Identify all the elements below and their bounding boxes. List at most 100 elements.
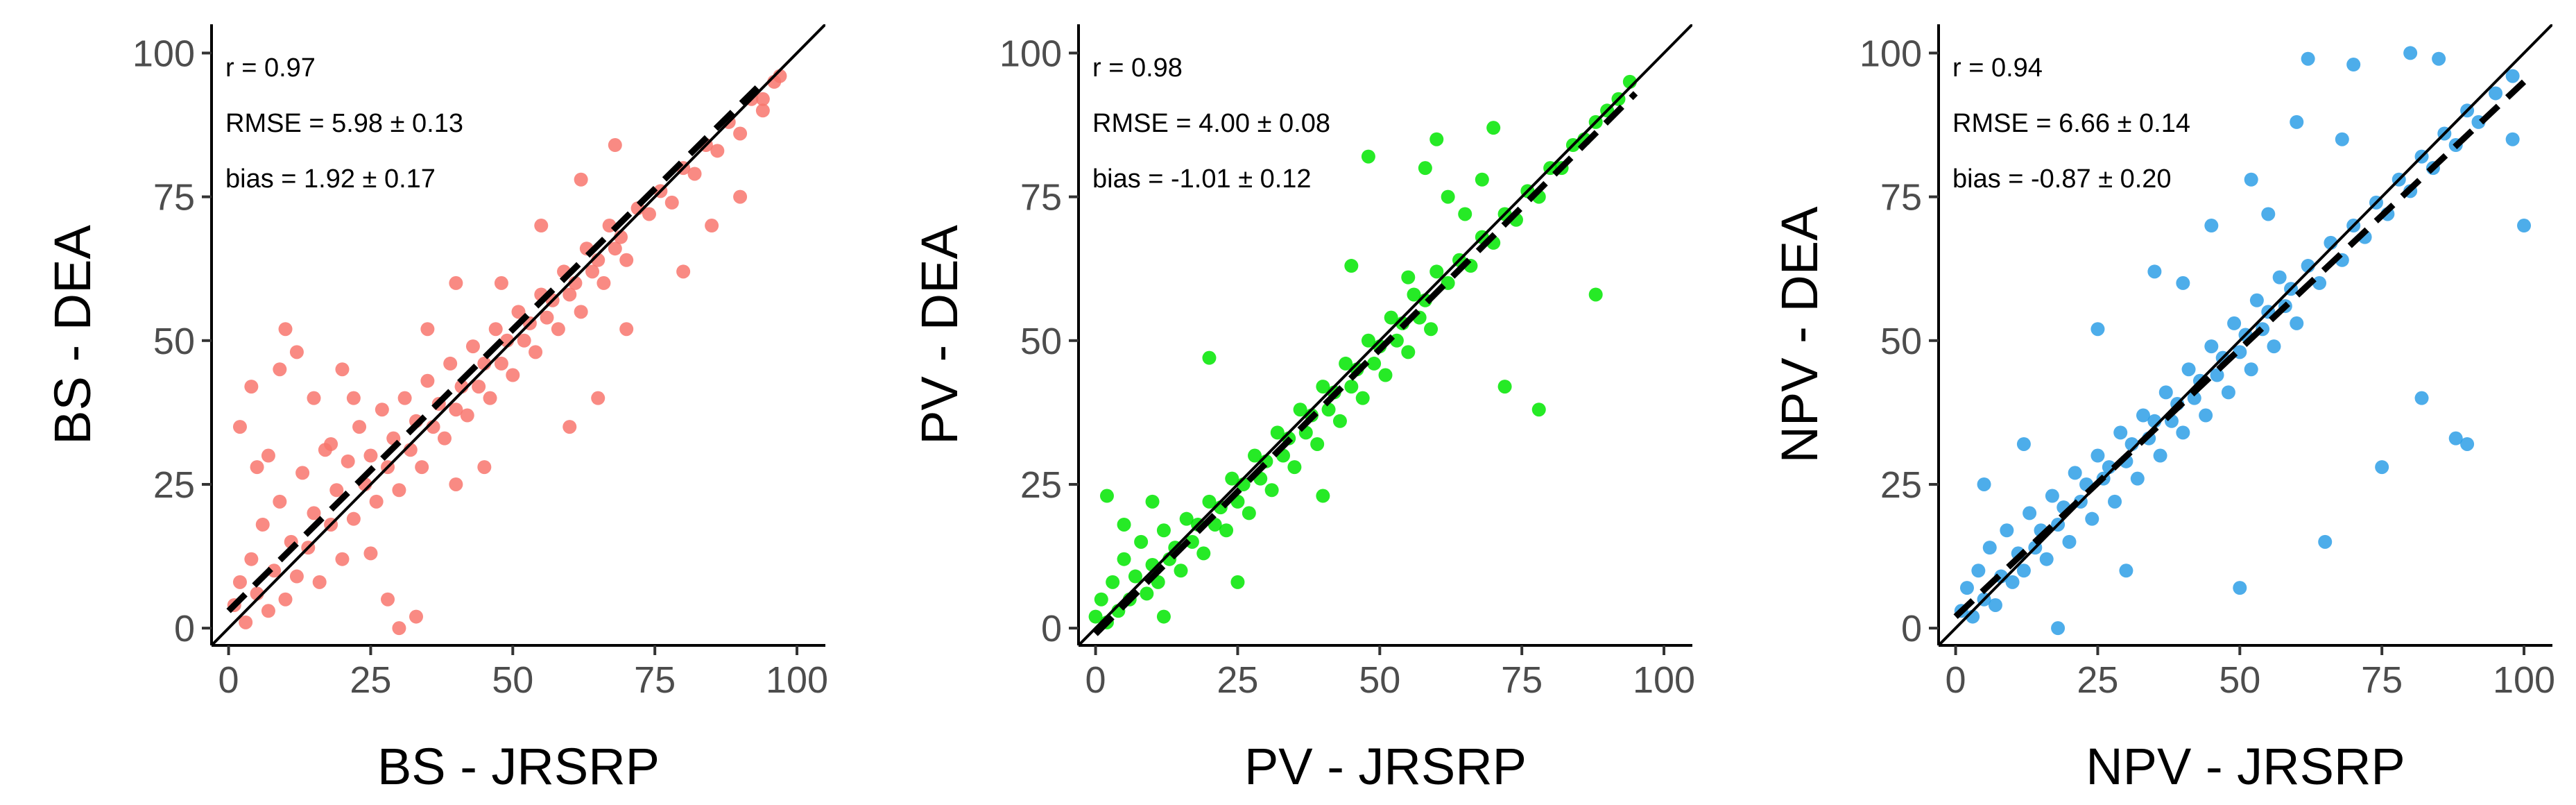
data-point (1219, 523, 1234, 538)
data-point (2147, 264, 2162, 279)
data-point (278, 322, 293, 337)
data-point (420, 373, 435, 388)
data-point (574, 172, 588, 187)
data-point (483, 391, 497, 405)
data-point (335, 362, 350, 377)
data-point (2113, 425, 2128, 440)
data-point (2062, 534, 2077, 549)
data-point (1407, 287, 1421, 302)
plot-area (1079, 24, 1692, 645)
y-tick-label: 100 (1860, 33, 1922, 74)
y-tick-label: 50 (1880, 321, 1922, 362)
data-point (596, 276, 611, 290)
data-point (1361, 149, 1375, 164)
data-point (2301, 51, 2315, 66)
data-point (295, 466, 310, 480)
data-point (2312, 276, 2327, 290)
data-point (529, 345, 543, 359)
data-point (449, 402, 463, 417)
data-point (488, 322, 503, 337)
data-point (1344, 259, 1359, 273)
y-tick-label: 75 (1020, 177, 1062, 219)
data-point (2318, 534, 2333, 549)
data-point (255, 517, 270, 532)
x-axis-title: BS - JRSRP (377, 738, 660, 795)
data-point (1384, 310, 1398, 325)
data-point (1959, 581, 1974, 595)
data-point (2108, 494, 2122, 509)
data-point (2244, 172, 2258, 187)
data-point (363, 546, 378, 561)
data-point (2272, 270, 2287, 285)
data-point (1344, 380, 1359, 394)
data-point (2000, 523, 2014, 538)
data-point (375, 402, 389, 417)
data-point (1293, 402, 1307, 417)
data-point (1316, 489, 1330, 503)
x-tick-label: 0 (1946, 659, 1966, 701)
x-tick-label: 25 (350, 659, 391, 701)
data-point (2130, 471, 2145, 486)
stat-annotation: RMSE = 5.98 ± 0.13 (225, 109, 463, 138)
data-point (710, 144, 725, 158)
data-point (2119, 564, 2133, 578)
data-point (676, 264, 691, 279)
data-point (1230, 575, 1245, 589)
stat-annotation: bias = 1.92 ± 0.17 (225, 164, 436, 194)
data-point (261, 604, 275, 618)
data-point (2414, 391, 2429, 405)
data-point (755, 92, 770, 106)
data-point (1429, 264, 1444, 279)
data-point (755, 103, 770, 118)
data-point (312, 575, 327, 589)
plot-area (1939, 24, 2552, 645)
data-point (1106, 575, 1120, 589)
data-point (363, 448, 378, 463)
data-point (2403, 46, 2418, 60)
data-point (2187, 391, 2201, 405)
stat-annotation: RMSE = 4.00 ± 0.08 (1092, 109, 1330, 138)
data-point (1401, 345, 1416, 359)
data-point (1094, 592, 1108, 607)
data-point (381, 592, 395, 607)
x-tick-label: 75 (2361, 659, 2403, 701)
data-point (1099, 489, 1114, 503)
data-point (415, 460, 429, 475)
x-tick-label: 0 (218, 659, 239, 701)
data-point (1287, 460, 1302, 475)
data-point (2199, 408, 2213, 423)
data-point (261, 448, 275, 463)
x-axis-title: PV - JRSRP (1244, 738, 1527, 795)
y-tick-label: 100 (999, 33, 1062, 74)
data-point (392, 621, 406, 636)
x-tick-label: 100 (1633, 659, 1695, 701)
data-point (2505, 69, 2520, 83)
data-point (1145, 494, 1160, 509)
data-point (335, 552, 350, 566)
data-point (1185, 534, 1199, 549)
data-point (329, 483, 344, 498)
data-point (1378, 368, 1393, 382)
data-point (324, 437, 338, 451)
data-point (2505, 132, 2520, 146)
data-point (1140, 586, 1154, 601)
data-point (2158, 385, 2173, 400)
data-point (1988, 598, 2002, 612)
data-point (1971, 564, 1986, 578)
data-point (1361, 333, 1375, 348)
data-point (1458, 207, 1472, 221)
y-axis-title: BS - DEA (44, 225, 101, 445)
data-point (2375, 460, 2389, 475)
data-point (2489, 86, 2503, 101)
data-point (369, 494, 384, 509)
data-point (1355, 391, 1370, 405)
data-point (352, 420, 367, 434)
data-point (1441, 189, 1455, 204)
y-tick-label: 0 (1901, 608, 1922, 650)
data-point (267, 564, 282, 578)
data-point (2016, 564, 2031, 578)
data-point (2005, 575, 2020, 589)
data-point (2290, 316, 2304, 330)
